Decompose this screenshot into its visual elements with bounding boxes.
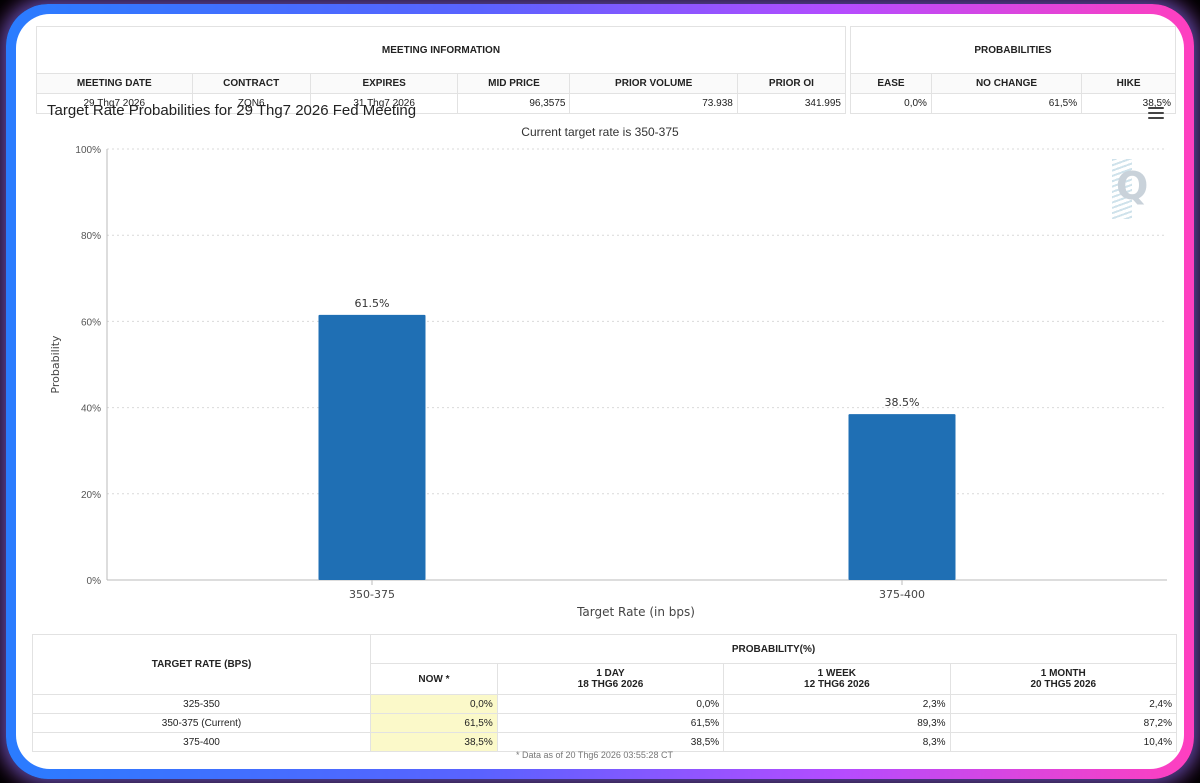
one-day-column-header: 1 DAY 18 THG6 2026 xyxy=(496,663,725,695)
expires-header: EXPIRES xyxy=(309,73,459,94)
probabilities-table: PROBABILITIES EASE NO CHANGE HIKE 0,0% 6… xyxy=(850,26,1176,114)
prior-volume-value: 73.938 xyxy=(569,93,738,114)
y-tick-label: 60% xyxy=(81,317,101,328)
data-label: 38.5% xyxy=(885,396,920,409)
y-axis-title: Probability xyxy=(49,335,62,394)
x-axis-title: Target Rate (in bps) xyxy=(576,605,695,619)
hike-header: HIKE xyxy=(1081,73,1176,94)
prior-oi-header: PRIOR OI xyxy=(736,73,847,94)
meeting-date-header: MEETING DATE xyxy=(36,73,193,94)
now-column-header: NOW * xyxy=(370,663,498,695)
chart-title: Target Rate Probabilities for 29 Thg7 20… xyxy=(47,102,417,119)
x-tick-label: 375-400 xyxy=(879,588,925,601)
target-rate-header: TARGET RATE (BPS) xyxy=(31,634,372,695)
contract-header: CONTRACT xyxy=(191,73,311,94)
bar-chart: 0% 20% 40% 60% 80% 100% 61.5% 350-375 38.5% 375-4… xyxy=(49,145,1167,619)
summary-tables: MEETING INFORMATION MEETING DATE CONTRAC… xyxy=(36,26,1176,114)
table-row: 375-400 38,5% 38,5% 8,3% 10,4% xyxy=(31,732,1178,752)
watermark-logo: Q xyxy=(1116,164,1149,208)
probability-group-header: PROBABILITY(%) xyxy=(370,634,1177,664)
table-row: 350-375 (Current) 61,5% 61,5% 89,3% 87,2… xyxy=(31,713,1178,733)
one-week-column-header: 1 WEEK 12 THG6 2026 xyxy=(723,663,951,695)
x-tick-label: 350-375 xyxy=(349,588,395,601)
y-tick-label: 80% xyxy=(81,231,101,242)
y-tick-label: 0% xyxy=(87,576,102,587)
prior-volume-header: PRIOR VOLUME xyxy=(569,73,738,94)
probability-history-table: TARGET RATE (BPS) PROBABILITY(%) NOW * 1… xyxy=(31,634,1178,752)
meeting-information-header: MEETING INFORMATION xyxy=(36,26,846,74)
one-month-column-header: 1 MONTH 20 THG5 2026 xyxy=(949,663,1178,695)
watermark-stripes xyxy=(1112,159,1132,219)
y-tick-label: 100% xyxy=(75,145,101,156)
contract-value: ZQN6 xyxy=(191,93,311,114)
data-timestamp-footnote: * Data as of 20 Thg6 2026 03:55:28 CT xyxy=(516,750,673,760)
no-change-header: NO CHANGE xyxy=(930,73,1083,94)
no-change-value: 61,5% xyxy=(930,93,1083,114)
table-row: 325-350 0,0% 0,0% 2,3% 2,4% xyxy=(31,694,1178,714)
data-label: 61.5% xyxy=(355,297,390,310)
hamburger-menu-icon[interactable] xyxy=(1148,107,1164,121)
y-tick-label: 40% xyxy=(81,404,101,415)
bar-375-400 xyxy=(848,414,956,580)
meeting-information-table: MEETING INFORMATION MEETING DATE CONTRAC… xyxy=(36,26,847,114)
prior-oi-value: 341.995 xyxy=(736,93,847,114)
probabilities-header: PROBABILITIES xyxy=(850,26,1176,74)
ease-header: EASE xyxy=(850,73,932,94)
ease-value: 0,0% xyxy=(850,93,932,114)
probability-history: TARGET RATE (BPS) PROBABILITY(%) NOW * 1… xyxy=(31,634,1178,752)
content-panel: MEETING INFORMATION MEETING DATE CONTRAC… xyxy=(16,14,1184,769)
y-tick-label: 20% xyxy=(81,490,101,501)
mid-price-value: 96,3575 xyxy=(457,93,571,114)
mid-price-header: MID PRICE xyxy=(457,73,571,94)
meeting-date-value: 29 Thg7 2026 xyxy=(36,93,193,114)
bar-350-375 xyxy=(318,314,426,580)
chart-subtitle: Current target rate is 350-375 xyxy=(521,125,679,139)
